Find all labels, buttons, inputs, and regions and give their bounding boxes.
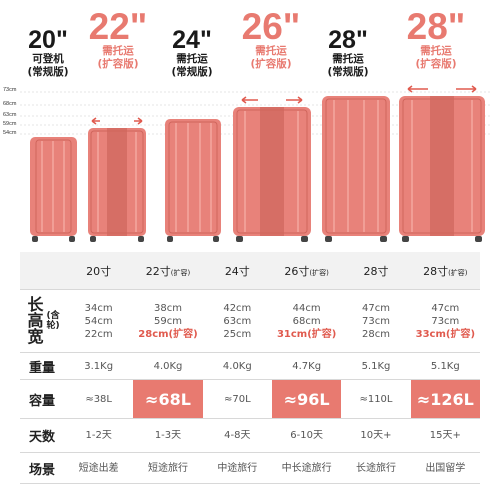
- scene-cell: 出国留学: [410, 452, 480, 484]
- column-header: 28寸(扩容): [410, 252, 480, 290]
- size-label: 26": [241, 6, 301, 47]
- weight-cell: 4.7Kg: [271, 352, 342, 380]
- dimension-cell: 38cm 59cm 28cm(扩容): [133, 289, 203, 353]
- size-note-line1: 需托运: [332, 53, 364, 65]
- size-header-24: 24" 需托运 (常规版): [162, 0, 222, 92]
- column-header: 22寸(扩容): [133, 252, 203, 290]
- suitcase-26-expanded-icon: [233, 96, 311, 242]
- suitcase-20-icon: [30, 137, 77, 242]
- column-header: 24寸: [202, 252, 272, 290]
- suitcase-22-expanded-icon: [88, 117, 146, 242]
- size-label: 22": [88, 6, 148, 47]
- capacity-cell: ≈70L: [202, 379, 272, 419]
- scene-cell: 短途出差: [64, 452, 134, 484]
- table-row-days: 天数 1-2天 1-3天 4-8天 6-10天 10天+ 15天+: [20, 418, 480, 453]
- column-header: 26寸(扩容): [271, 252, 342, 290]
- size-note-line2: (扩容版): [415, 58, 457, 70]
- table-row-scene: 场景 短途出差 短途旅行 中途旅行 中长途旅行 长途旅行 出国留学: [20, 452, 480, 484]
- row-header-scene: 场景: [20, 452, 64, 484]
- row-header-days: 天数: [20, 418, 64, 453]
- capacity-cell: ≈110L: [341, 379, 411, 419]
- size-label: 20": [28, 26, 68, 54]
- size-note-line1: 需托运: [420, 45, 452, 57]
- size-header-26: 26" 需托运 (扩容版): [235, 0, 307, 92]
- row-header-capacity: 容量: [20, 379, 64, 419]
- suitcase-24-icon: [165, 119, 221, 242]
- table-header-row: 20寸 22寸(扩容) 24寸 26寸(扩容) 28寸 28寸(扩容): [20, 252, 480, 290]
- ruler-label: 59cm: [3, 121, 17, 127]
- capacity-cell-highlight: ≈96L: [271, 379, 342, 419]
- table-row-dimensions: 长高宽 (含轮) 34cm 54cm 22cm 38cm 59cm 28cm(扩容) 4…: [20, 289, 480, 353]
- weight-cell: 3.1Kg: [64, 352, 134, 380]
- size-note-line1: 需托运: [255, 45, 287, 57]
- scene-cell: 中长途旅行: [271, 452, 342, 484]
- scene-cell: 长途旅行: [341, 452, 411, 484]
- size-note-line2: (扩容版): [97, 58, 139, 70]
- weight-cell: 4.0Kg: [202, 352, 272, 380]
- weight-cell: 4.0Kg: [133, 352, 203, 380]
- table-row-capacity: 容量 ≈38L ≈68L ≈70L ≈96L ≈110L ≈126L: [20, 379, 480, 419]
- capacity-cell-highlight: ≈126L: [410, 379, 480, 419]
- capacity-cell-highlight: ≈68L: [133, 379, 203, 419]
- suitcase-28-expanded-icon: [399, 85, 485, 242]
- suitcase-illustrations: [20, 85, 490, 242]
- ruler-label: 63cm: [3, 112, 17, 118]
- size-note-line1: 需托运: [102, 45, 134, 57]
- days-cell: 6-10天: [271, 418, 342, 453]
- size-header-20: 20" 可登机 (常规版): [18, 0, 78, 92]
- dimension-cell: 42cm 63cm 25cm: [202, 289, 272, 353]
- size-header-22: 22" 需托运 (扩容版): [82, 0, 154, 92]
- row-header-label: 长高宽: [27, 295, 44, 346]
- days-cell: 15天+: [410, 418, 480, 453]
- capacity-cell: ≈38L: [64, 379, 134, 419]
- column-header: 20寸: [64, 252, 134, 290]
- days-cell: 1-3天: [133, 418, 203, 453]
- size-note-line1: 需托运: [176, 53, 208, 65]
- size-note-line2: (常规版): [27, 66, 69, 78]
- ruler-label: 54cm: [3, 130, 17, 136]
- size-note-line1: 可登机: [32, 53, 64, 65]
- table-header-corner: [20, 252, 64, 290]
- size-label: 24": [172, 26, 212, 54]
- size-header-28: 28" 需托运 (常规版): [318, 0, 378, 92]
- size-label: 28": [406, 6, 466, 47]
- scene-cell: 短途旅行: [133, 452, 203, 484]
- dimension-cell: 47cm 73cm 28cm: [341, 289, 411, 353]
- size-label: 28": [328, 26, 368, 54]
- table-row-weight: 重量 3.1Kg 4.0Kg 4.0Kg 4.7Kg 5.1Kg 5.1Kg: [20, 352, 480, 380]
- row-header-note: (含轮): [46, 311, 60, 331]
- weight-cell: 5.1Kg: [341, 352, 411, 380]
- column-header: 28寸: [341, 252, 411, 290]
- weight-cell: 5.1Kg: [410, 352, 480, 380]
- days-cell: 1-2天: [64, 418, 134, 453]
- size-note-line2: (扩容版): [250, 58, 292, 70]
- spec-table: 20寸 22寸(扩容) 24寸 26寸(扩容) 28寸 28寸(扩容) 长高宽 …: [20, 252, 480, 484]
- row-header-dimensions: 长高宽 (含轮): [20, 289, 64, 353]
- ruler-label: 73cm: [3, 87, 17, 93]
- size-note-line2: (常规版): [327, 66, 369, 78]
- size-note-line2: (常规版): [171, 66, 213, 78]
- row-header-weight: 重量: [20, 352, 64, 380]
- days-cell: 4-8天: [202, 418, 272, 453]
- scene-cell: 中途旅行: [202, 452, 272, 484]
- dimension-cell: 47cm 73cm 33cm(扩容): [410, 289, 480, 353]
- days-cell: 10天+: [341, 418, 411, 453]
- size-header-28-expanded: 28" 需托运 (扩容版): [398, 0, 474, 92]
- dimension-cell: 44cm 68cm 31cm(扩容): [271, 289, 342, 353]
- dimension-cell: 34cm 54cm 22cm: [64, 289, 134, 353]
- suitcase-28-icon: [322, 96, 390, 242]
- ruler-label: 68cm: [3, 101, 17, 107]
